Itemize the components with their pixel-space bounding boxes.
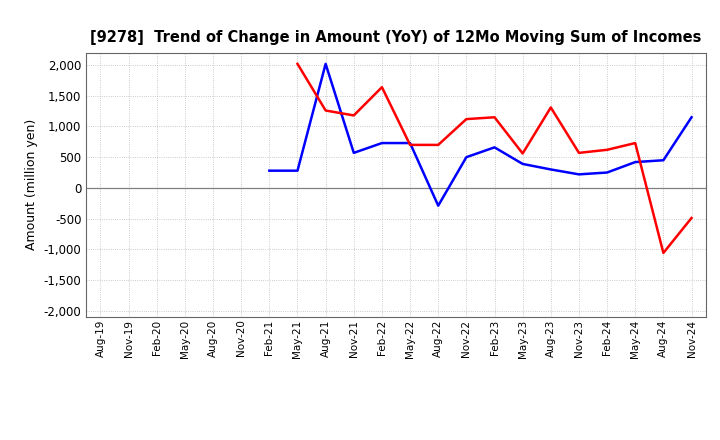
- Line: Ordinary Income: Ordinary Income: [269, 64, 691, 205]
- Ordinary Income: [349, 150, 358, 155]
- Ordinary Income: [631, 159, 639, 165]
- Net Income: [603, 147, 611, 152]
- Ordinary Income: [490, 145, 499, 150]
- Net Income: [518, 151, 527, 156]
- Net Income: [462, 117, 471, 122]
- Net Income: [659, 250, 667, 256]
- Line: Net Income: Net Income: [297, 64, 691, 253]
- Ordinary Income: [434, 203, 443, 208]
- Title: [9278]  Trend of Change in Amount (YoY) of 12Mo Moving Sum of Incomes: [9278] Trend of Change in Amount (YoY) o…: [90, 29, 702, 45]
- Net Income: [406, 142, 415, 147]
- Net Income: [377, 84, 386, 90]
- Net Income: [631, 140, 639, 146]
- Net Income: [434, 142, 443, 147]
- Ordinary Income: [462, 154, 471, 160]
- Net Income: [321, 108, 330, 113]
- Net Income: [687, 215, 696, 220]
- Ordinary Income: [518, 161, 527, 167]
- Ordinary Income: [293, 168, 302, 173]
- Ordinary Income: [659, 158, 667, 163]
- Ordinary Income: [321, 61, 330, 66]
- Ordinary Income: [687, 115, 696, 120]
- Y-axis label: Amount (million yen): Amount (million yen): [25, 119, 38, 250]
- Ordinary Income: [265, 168, 274, 173]
- Net Income: [349, 113, 358, 118]
- Net Income: [575, 150, 583, 155]
- Ordinary Income: [406, 140, 415, 146]
- Net Income: [293, 61, 302, 66]
- Ordinary Income: [377, 140, 386, 146]
- Ordinary Income: [546, 167, 555, 172]
- Net Income: [490, 115, 499, 120]
- Ordinary Income: [575, 172, 583, 177]
- Net Income: [546, 105, 555, 110]
- Ordinary Income: [603, 170, 611, 175]
